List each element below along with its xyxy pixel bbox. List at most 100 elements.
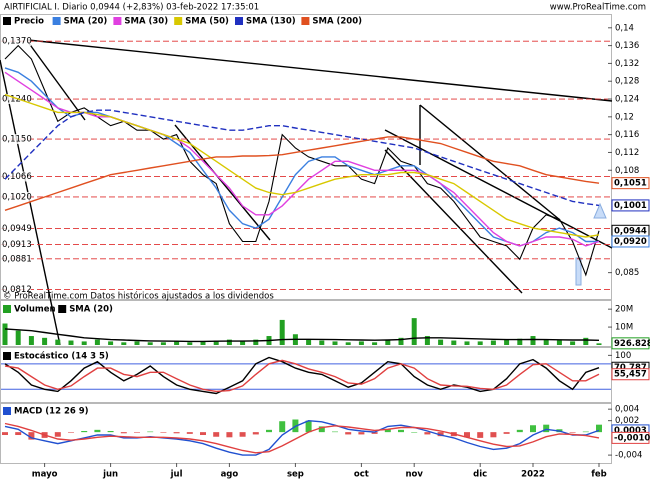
series-line: [4, 136, 600, 211]
histogram-bar: [332, 431, 338, 433]
histogram-bar: [160, 432, 167, 433]
legend-swatch: [3, 407, 11, 415]
volume-bar: [477, 341, 483, 345]
x-tick-label: oct: [354, 470, 369, 480]
volume-bar: [490, 340, 496, 345]
histogram-bar: [569, 432, 576, 433]
value-label: 0,1001: [614, 201, 647, 211]
price-frame: [0, 14, 612, 300]
histogram-bar: [147, 431, 154, 433]
volume-bar: [319, 340, 325, 345]
series-line: [4, 359, 600, 393]
volume-bar: [240, 341, 246, 345]
level-label: 0,1020: [2, 192, 32, 202]
x-tick-label: ago: [221, 470, 239, 480]
series-line: [4, 109, 600, 207]
histogram-bar: [596, 424, 602, 433]
histogram-bar: [582, 431, 589, 433]
legend-swatch: [113, 17, 122, 25]
histogram-bar: [279, 421, 286, 433]
level-label: 0,0812: [2, 285, 32, 295]
level-label-bg: [1, 284, 31, 295]
trendline: [27, 41, 86, 121]
level-label: 0,0949: [2, 224, 32, 234]
value-label-box: [611, 177, 650, 190]
volume-bar: [55, 339, 61, 345]
level-label-bg: [1, 223, 31, 234]
histogram-bar: [477, 432, 484, 438]
series-line: [4, 328, 600, 343]
series-line: [4, 93, 600, 238]
series-line: [4, 356, 600, 395]
volume-bar: [398, 337, 404, 345]
y-tick-label: 0,128: [615, 77, 639, 87]
value-label: 0,0944: [614, 226, 647, 236]
histogram-bar: [54, 432, 61, 437]
y-tick-label: 10M: [615, 323, 633, 333]
legend-swatch: [3, 352, 11, 360]
level-label: 0,1370: [2, 37, 32, 47]
level-label: 0,0913: [2, 240, 32, 250]
volume-bar: [226, 339, 232, 345]
legend-label: SMA (50): [185, 17, 229, 27]
histogram-bar: [134, 432, 140, 433]
legend-swatch: [174, 17, 183, 25]
histogram-bar: [213, 432, 220, 437]
volume-bar: [28, 336, 34, 345]
histogram-bar: [398, 429, 404, 433]
histogram-bar: [94, 429, 101, 433]
histogram-bar: [371, 432, 378, 434]
level-label: 0,1150: [2, 135, 32, 145]
y-tick-label: -0,004: [615, 451, 642, 461]
panel-title: MACD (12 26 9): [14, 407, 89, 417]
histogram-bar: [173, 432, 180, 434]
legend-label: Volumen: [14, 305, 56, 315]
volume-bar: [81, 341, 87, 345]
volume-bar: [372, 342, 378, 345]
y-tick-label: 0,14: [615, 23, 634, 33]
arrows: [575, 202, 607, 286]
level-label-bg: [1, 191, 31, 202]
histogram-bar: [252, 432, 259, 435]
volume-bar: [424, 336, 430, 345]
histogram-bar: [266, 429, 272, 433]
series-line: [4, 419, 600, 456]
trendline: [27, 39, 613, 102]
level-label-bg: [1, 239, 31, 250]
histogram-bar: [186, 432, 193, 434]
y-tick-label: 20M: [615, 305, 633, 315]
volume-bar: [517, 338, 523, 345]
volume-bar: [2, 323, 8, 345]
histogram-bar: [424, 432, 431, 435]
y-tick-label: 0,085: [615, 268, 639, 278]
legend-label: SMA (20): [69, 305, 113, 315]
legend-label: Precio: [14, 17, 44, 27]
value-label: -0,0010: [614, 433, 650, 443]
y-tick-label: 0,002: [615, 416, 639, 426]
level-label-bg: [1, 171, 31, 182]
volume-bar: [556, 340, 562, 345]
x-tick-label: dic: [473, 470, 487, 480]
volume-bar: [213, 340, 219, 345]
volume-bar: [385, 339, 391, 345]
level-label: 0,1066: [2, 172, 32, 182]
histogram-bar: [318, 426, 325, 433]
histogram-bar: [2, 432, 8, 436]
legend-label: SMA (20): [64, 17, 108, 27]
y-tick-label: 0,12: [615, 112, 634, 122]
histogram-bar: [503, 432, 510, 434]
x-tick-label: jul: [170, 470, 183, 480]
volume-bar: [451, 340, 457, 345]
volume-bar: [596, 343, 602, 345]
note: © ProRealTime.com Datos históricos ajust…: [3, 291, 274, 302]
x-tick-label: feb: [591, 470, 607, 480]
level-label: 0,0881: [2, 254, 32, 264]
y-tick-label: 100: [615, 351, 631, 361]
x-tick-label: mayo: [32, 470, 58, 480]
volume-bar: [94, 339, 100, 345]
legend-label: SMA (30): [124, 17, 168, 27]
volume-bar: [187, 342, 193, 345]
volume-bar: [306, 339, 312, 345]
